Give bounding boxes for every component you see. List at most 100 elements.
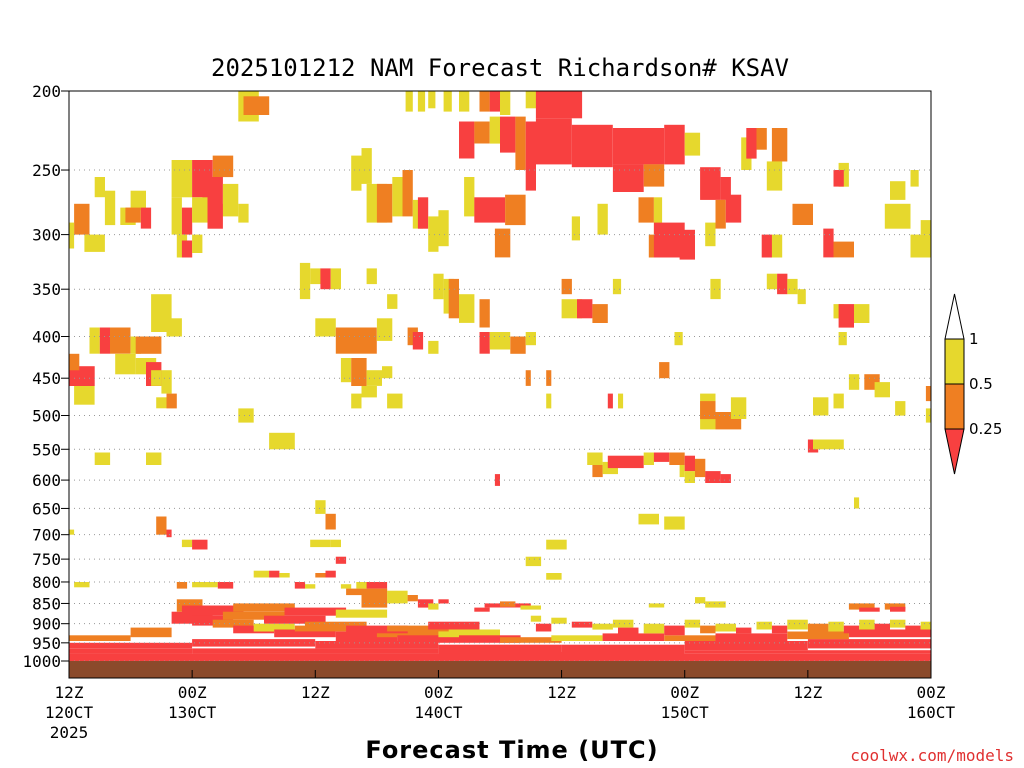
- heatmap-cell: [874, 382, 890, 398]
- heatmap-cell: [146, 452, 162, 465]
- y-axis: 200 250 300 350 400 450 500 550 600 650 700 750 800 8…: [22, 82, 69, 671]
- heatmap-cell: [848, 374, 860, 390]
- heatmap-cell: [720, 177, 731, 200]
- heatmap-cell: [305, 584, 316, 589]
- heatmap-cell: [489, 91, 500, 112]
- heatmap-cell: [115, 353, 136, 375]
- heatmap-cell: [664, 625, 685, 636]
- heatmap-cell: [217, 582, 234, 589]
- heatmap-cell: [515, 116, 526, 170]
- heatmap-cell: [535, 623, 552, 632]
- heatmap-cell: [674, 332, 683, 346]
- heatmap-cell: [766, 273, 778, 290]
- heatmap-cell: [838, 304, 854, 328]
- heatmap-cell: [459, 635, 521, 643]
- heatmap-cell: [612, 278, 622, 295]
- y-tick-label: 600: [32, 471, 61, 490]
- heatmap-cell: [315, 318, 336, 337]
- heatmap-cell: [428, 603, 439, 610]
- heatmap-cell: [612, 128, 665, 165]
- heatmap-cell: [479, 91, 490, 112]
- heatmap-cell: [69, 635, 131, 641]
- heatmap-cell: [571, 216, 580, 241]
- heatmap-cell: [813, 439, 844, 450]
- heatmap-cell: [474, 197, 506, 223]
- heatmap-cell: [310, 268, 321, 285]
- heatmap-cell: [489, 332, 511, 350]
- heatmap-cell: [351, 358, 367, 386]
- heatmap-cell: [69, 529, 75, 535]
- heatmap-cell: [387, 393, 403, 409]
- heatmap-cell: [320, 268, 331, 290]
- y-tick-label: 750: [32, 550, 61, 569]
- heatmap-cell: [505, 194, 526, 226]
- heatmap-cell: [69, 366, 95, 386]
- heatmap-cell: [653, 222, 685, 258]
- heatmap-cell: [94, 177, 105, 198]
- heatmap-cell: [535, 91, 583, 119]
- heatmap-cell: [551, 635, 603, 641]
- heatmap-cell: [212, 619, 254, 628]
- heatmap-cell: [746, 128, 757, 159]
- heatmap-cell: [833, 170, 844, 187]
- heatmap-cell: [315, 641, 439, 649]
- heatmap-cell: [848, 603, 875, 610]
- x-tick-label: 00Z: [917, 683, 946, 702]
- heatmap-cell: [766, 161, 783, 191]
- heatmap-cell: [730, 397, 747, 419]
- heatmap-cell: [684, 619, 701, 628]
- colorbar-label: 0.25: [969, 420, 1002, 438]
- y-tick-label: 550: [32, 440, 61, 459]
- heatmap-cell: [715, 623, 736, 632]
- heatmap-cell: [546, 539, 567, 550]
- y-tick-label: 250: [32, 161, 61, 180]
- heatmap-cell: [920, 220, 931, 235]
- heatmap-cell: [387, 590, 408, 604]
- heatmap-cell: [618, 627, 639, 636]
- heatmap-cell: [192, 197, 208, 223]
- heatmap-cell: [382, 366, 393, 379]
- heatmap-cell: [438, 644, 562, 652]
- heatmap-cell: [720, 474, 731, 483]
- heatmap-cell: [69, 653, 931, 661]
- heatmap-cell: [859, 607, 880, 612]
- heatmap-cell: [402, 170, 413, 217]
- heatmap-cell: [859, 619, 875, 630]
- heatmap-cell: [222, 611, 285, 620]
- heatmap-cell: [510, 336, 526, 354]
- heatmap-cell: [705, 601, 726, 608]
- heatmap-cell: [181, 240, 193, 258]
- heatmap-cell: [243, 96, 270, 115]
- heatmap-cell: [192, 234, 203, 253]
- heatmap-cell: [525, 121, 536, 191]
- x-tick-label: 12Z: [547, 683, 576, 702]
- heatmap-cell: [884, 203, 911, 229]
- heatmap-cell: [69, 642, 193, 649]
- y-tick-label: 400: [32, 327, 61, 346]
- heatmap-cell: [833, 393, 844, 409]
- plot-frame: [68, 90, 932, 679]
- heatmap-cell: [715, 199, 726, 229]
- heatmap-cell: [417, 91, 426, 112]
- colorbar-bottom-arrow: [944, 428, 965, 475]
- heatmap-cell: [890, 606, 906, 612]
- x-tick-label: 120CT: [45, 703, 94, 722]
- heatmap-cell: [648, 603, 665, 608]
- x-tick-label: 140CT: [414, 703, 463, 722]
- heatmap-cell: [479, 299, 490, 328]
- heatmap-cell: [351, 155, 362, 191]
- heatmap-cell: [238, 408, 254, 423]
- colorbar-label: 0.5: [969, 375, 993, 393]
- x-tick-label: 150CT: [661, 703, 710, 722]
- heatmap-cell: [561, 299, 583, 319]
- heatmap-cells: [69, 91, 931, 661]
- heatmap-cell: [135, 336, 162, 354]
- heatmap-cell: [571, 621, 593, 628]
- heatmap-cell: [715, 633, 788, 641]
- heatmap-cell: [299, 262, 311, 300]
- heatmap-cell: [500, 637, 562, 643]
- heatmap-cell: [895, 401, 906, 416]
- y-tick-label: 500: [32, 407, 61, 426]
- heatmap-cell: [813, 397, 829, 416]
- heatmap-cell: [792, 203, 813, 225]
